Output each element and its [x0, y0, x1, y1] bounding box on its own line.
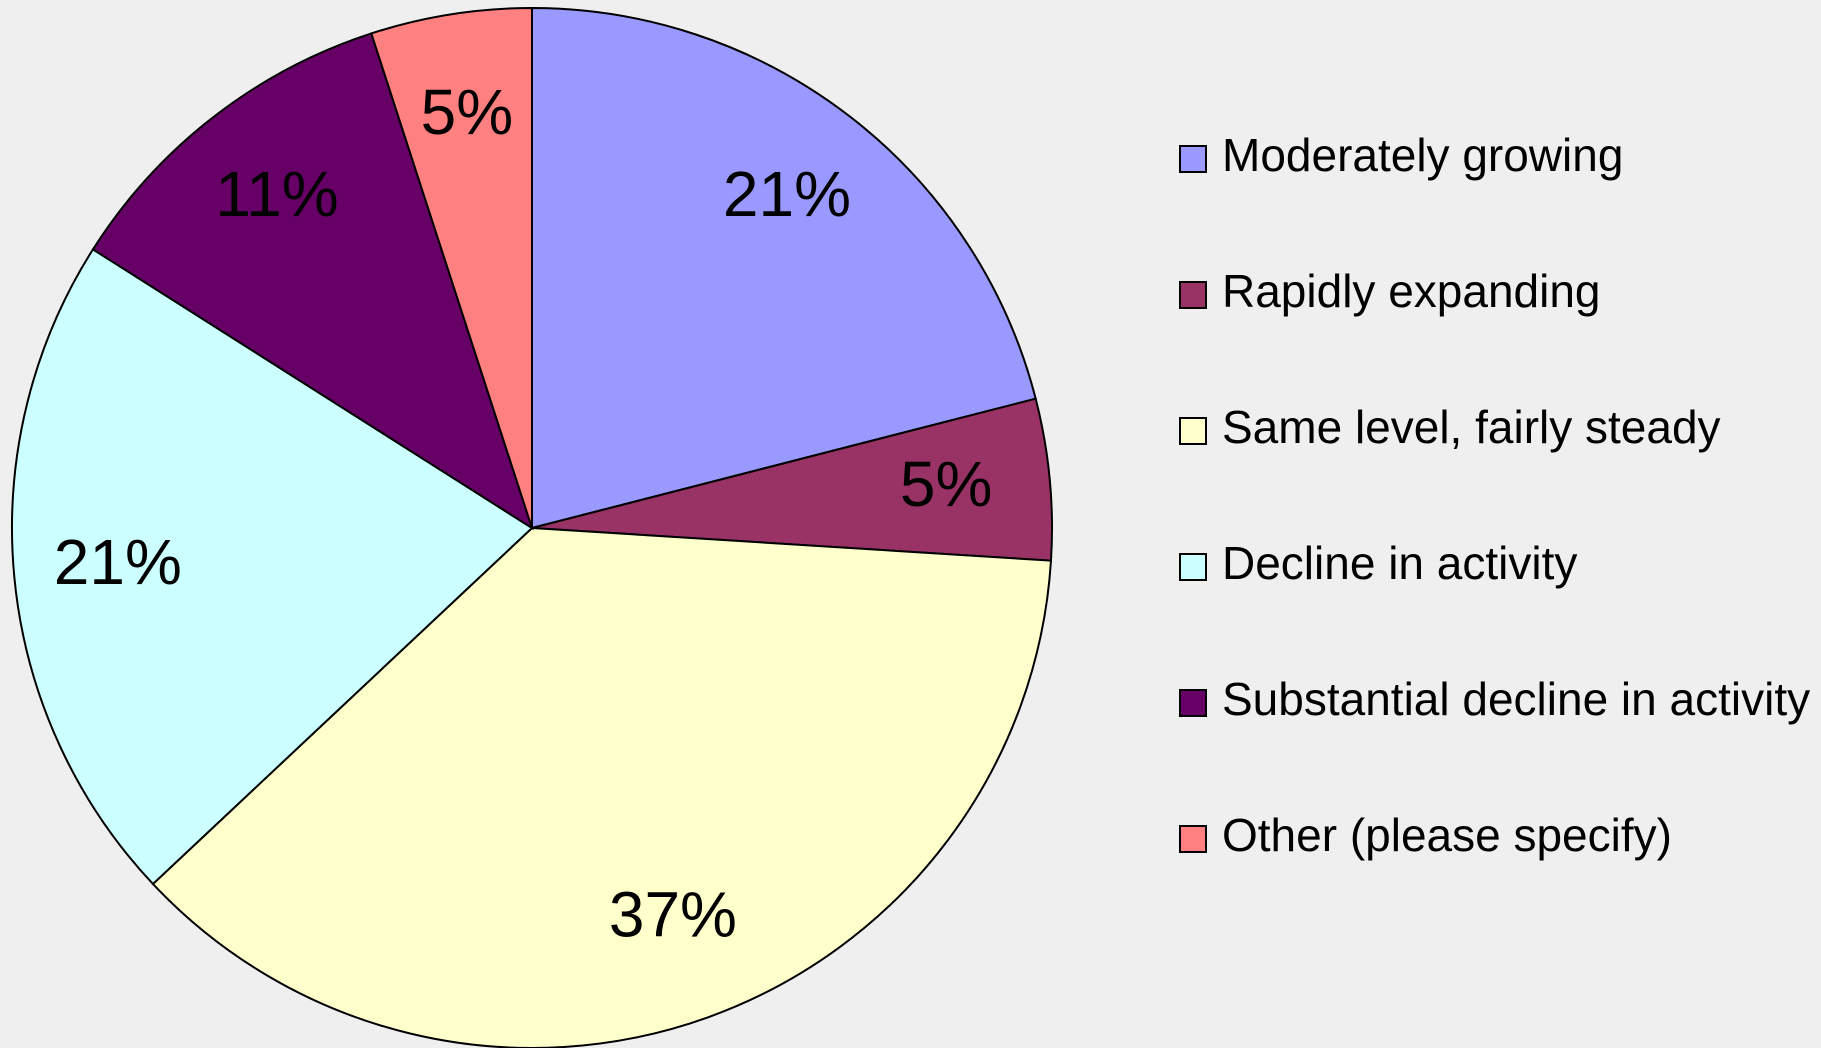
pie-slice — [531, 397, 1053, 562]
pie-slice — [151, 526, 1053, 1048]
legend-label: Other (please specify) — [1222, 809, 1672, 861]
data-label: 21% — [54, 526, 182, 598]
data-label: 5% — [900, 448, 993, 520]
pie-slice — [91, 32, 534, 531]
legend-swatch — [1179, 553, 1207, 581]
legend-swatch — [1179, 281, 1207, 309]
data-label: 5% — [421, 76, 514, 148]
legend-swatch — [1179, 825, 1207, 853]
legend-label: Substantial decline in activity — [1222, 673, 1810, 725]
data-label: 21% — [723, 158, 851, 230]
legend-label: Decline in activity — [1222, 537, 1577, 589]
data-label: 11% — [215, 158, 338, 230]
legend-swatch — [1179, 145, 1207, 173]
pie-slice — [11, 247, 534, 886]
legend-swatch — [1179, 417, 1207, 445]
legend-label: Same level, fairly steady — [1222, 401, 1721, 453]
pie-slice — [531, 6, 1037, 530]
pie-slice — [370, 6, 533, 529]
data-label: 37% — [609, 878, 737, 950]
legend-label: Moderately growing — [1222, 129, 1623, 181]
legend-swatch — [1179, 689, 1207, 717]
legend-label: Rapidly expanding — [1222, 265, 1601, 317]
